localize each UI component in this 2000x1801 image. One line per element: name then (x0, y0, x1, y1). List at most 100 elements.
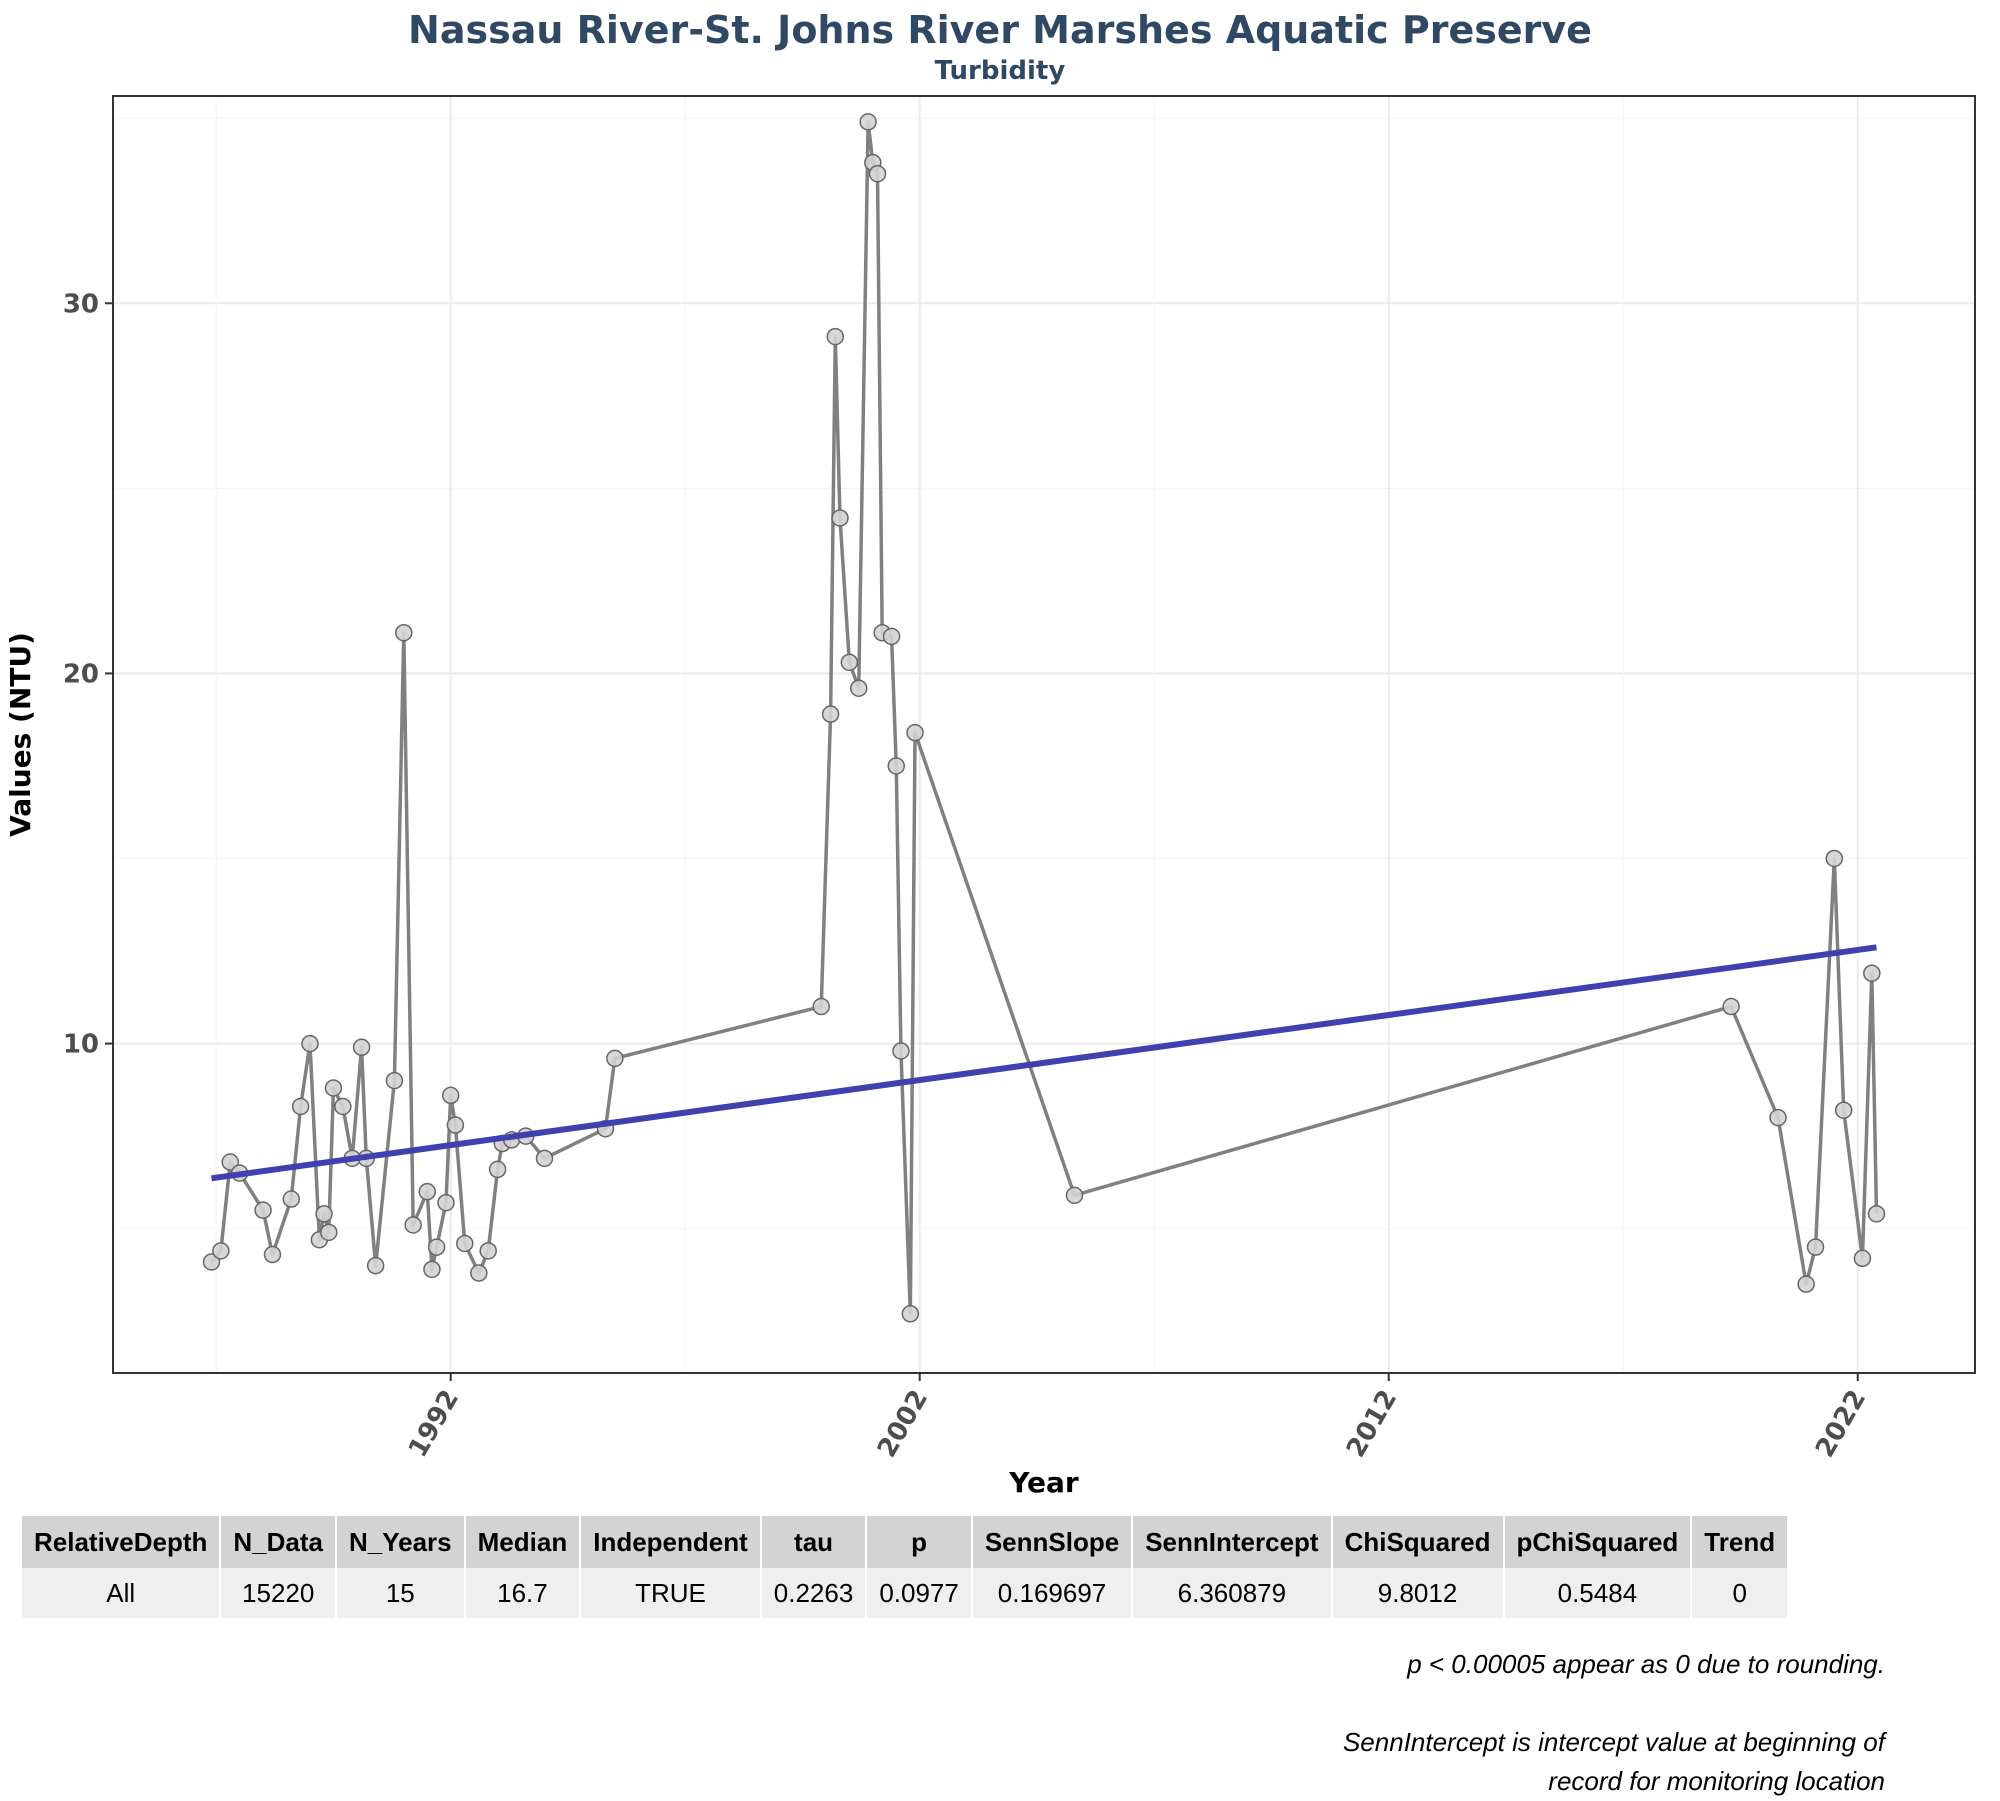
data-point (892, 1042, 910, 1060)
trend-line (211, 944, 1877, 1182)
data-point (263, 1245, 282, 1264)
y-tick-label: 30 (63, 289, 99, 319)
x-axis-title: Year (1008, 1466, 1079, 1499)
data-point (826, 327, 845, 346)
table-cell: 16.7 (465, 1568, 580, 1618)
table-cell: TRUE (581, 1568, 760, 1618)
data-point (324, 1079, 343, 1097)
data-point (821, 705, 840, 723)
data-point (202, 1253, 221, 1271)
data-point (1867, 1205, 1886, 1223)
data-point (254, 1201, 272, 1219)
chart-subtitle: Turbidity (934, 56, 1066, 86)
data-point (882, 627, 901, 646)
table-cell: 0.169697 (972, 1568, 1132, 1618)
data-point (1834, 1101, 1853, 1119)
table-row: All 15220 15 16.7 TRUE 0.2263 0.0977 0.169697 6.… (22, 1568, 1788, 1618)
table-header-cell: RelativeDepth (22, 1516, 220, 1568)
table-cell: 0.5484 (1504, 1568, 1691, 1618)
data-point (479, 1242, 497, 1260)
table-cell: 15220 (221, 1568, 335, 1618)
data-point (887, 757, 906, 775)
chart-title: Nassau River-St. Johns River Marshes Aqu… (408, 8, 1592, 52)
data-point (319, 1223, 338, 1242)
data-point (1722, 997, 1740, 1016)
data-point (301, 1034, 319, 1053)
table-header-cell: N_Data (221, 1516, 335, 1568)
table-header-cell: Median (465, 1516, 580, 1568)
y-tick-label: 10 (63, 1030, 99, 1060)
table-header-cell: p (867, 1516, 971, 1568)
data-point (385, 1071, 404, 1090)
intercept-note: SennIntercept is intercept value at begi… (1343, 1723, 1885, 1801)
axis-layer: 10 20 30 1992 2002 2012 2022 (63, 289, 1872, 1462)
data-point (840, 653, 859, 672)
data-point (488, 1160, 507, 1179)
table-header-cell: N_Years (336, 1516, 464, 1568)
table-header-row: RelativeDepth N_Data N_Years Median Independ… (22, 1516, 1788, 1568)
data-point (868, 164, 887, 183)
data-point (901, 1305, 920, 1323)
data-point (535, 1149, 554, 1168)
table-header-cell: Independent (581, 1516, 760, 1568)
rounding-note: p < 0.00005 appear as 0 due to rounding. (1407, 1649, 1885, 1679)
trend-layer (211, 944, 1877, 1182)
data-point (352, 1038, 371, 1057)
data-point (1769, 1108, 1787, 1127)
plot-area: 10 20 30 1992 2002 2012 2022 Values (NTU) Year (4, 95, 1976, 1499)
y-axis-title: Values (NTU) (4, 632, 37, 837)
data-point (291, 1097, 310, 1116)
table-header-cell: Trend (1692, 1516, 1788, 1568)
data-point (418, 1182, 436, 1201)
data-point (1863, 964, 1881, 982)
gridlines (113, 96, 1975, 1373)
data-point (282, 1190, 300, 1208)
data-series (202, 113, 1886, 1323)
data-point (849, 679, 868, 697)
x-tick-label: 1992 (403, 1385, 465, 1463)
data-point (831, 509, 849, 527)
data-point (906, 723, 924, 742)
x-tick-label: 2022 (1810, 1385, 1872, 1463)
data-point (1065, 1186, 1084, 1205)
data-point (812, 997, 830, 1016)
series-line (210, 120, 1879, 1316)
data-point (1853, 1249, 1872, 1268)
data-point (1806, 1238, 1825, 1256)
intercept-note-line-1: SennIntercept is intercept value at begi… (1342, 1727, 1885, 1757)
data-point (441, 1086, 460, 1105)
table-header-cell: ChiSquared (1332, 1516, 1503, 1568)
data-point (437, 1193, 455, 1212)
table-cell: All (22, 1568, 220, 1618)
table-header-cell: SennIntercept (1133, 1516, 1331, 1568)
data-point (334, 1097, 352, 1116)
table-cell: 0.0977 (867, 1568, 971, 1618)
data-point (404, 1216, 422, 1234)
data-point (427, 1238, 446, 1256)
data-point (1825, 849, 1844, 868)
data-point (456, 1234, 474, 1253)
table-cell: 15 (336, 1568, 464, 1618)
data-point (606, 1049, 624, 1068)
table-header-cell: pChiSquared (1504, 1516, 1691, 1568)
data-point (470, 1264, 488, 1282)
table-cell: 6.360879 (1133, 1568, 1331, 1618)
data-point (423, 1260, 441, 1279)
data-point (315, 1205, 333, 1223)
intercept-note-line-2: record for monitoring location (1548, 1766, 1885, 1796)
data-point (859, 113, 877, 131)
table-header-cell: SennSlope (972, 1516, 1132, 1568)
x-tick-label: 2012 (1341, 1385, 1403, 1463)
x-tick-label: 2002 (872, 1385, 934, 1463)
data-point (395, 623, 413, 642)
data-point (212, 1242, 230, 1260)
table-cell: 0 (1692, 1568, 1788, 1618)
table-cell: 9.8012 (1332, 1568, 1503, 1618)
stats-table: RelativeDepth N_Data N_Years Median Independ… (20, 1516, 1789, 1618)
y-tick-label: 20 (63, 659, 99, 689)
table-cell: 0.2263 (761, 1568, 866, 1618)
data-point (221, 1153, 240, 1171)
table-header-cell: tau (761, 1516, 866, 1568)
panel-border (112, 95, 1976, 1374)
data-point (1797, 1275, 1815, 1293)
